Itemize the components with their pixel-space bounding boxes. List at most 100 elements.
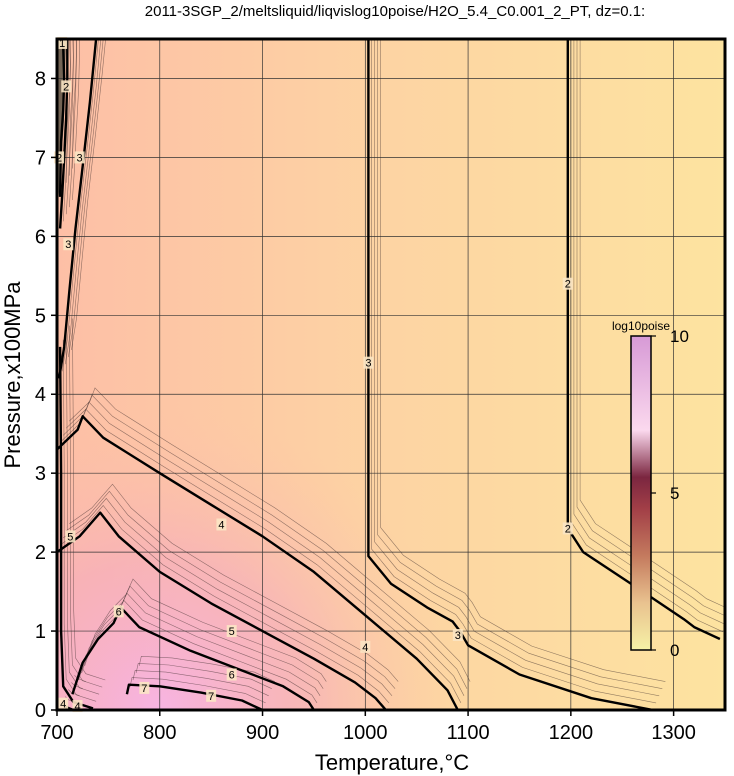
contour-label-bg xyxy=(216,518,227,531)
contour-label: 2 xyxy=(63,81,69,93)
y-tick-label: 0 xyxy=(35,700,46,722)
contour-line-2 xyxy=(566,39,721,641)
contour-label: 7 xyxy=(141,683,147,695)
x-tick-label: 700 xyxy=(40,722,73,744)
contour-label-bg xyxy=(562,522,573,535)
thin-contour-line xyxy=(579,39,725,608)
contour-label-bg xyxy=(206,689,217,702)
contour-label: 6 xyxy=(229,669,235,681)
thin-contour-line xyxy=(380,39,666,682)
thin-contour-line xyxy=(78,592,321,696)
thin-contour-line xyxy=(69,325,103,688)
thin-contour-line xyxy=(573,39,725,625)
x-tick-label: 1300 xyxy=(651,722,696,744)
contour-line-3 xyxy=(57,39,98,379)
contour-label: 3 xyxy=(365,358,371,370)
contour-label-bg xyxy=(113,605,124,618)
y-tick-label: 2 xyxy=(35,542,46,564)
contour-label: 3 xyxy=(65,239,71,251)
y-tick-label: 8 xyxy=(35,68,46,90)
colorbar-label: log10poise xyxy=(612,319,670,333)
contour-label: 1 xyxy=(59,38,65,50)
contour-line-6 xyxy=(71,606,315,710)
contour-label-bg xyxy=(65,530,76,543)
colorbar-gradient xyxy=(630,335,652,651)
contour-label-bg xyxy=(226,625,237,638)
x-tick-label: 1000 xyxy=(343,722,388,744)
colorbar-ticks: 0 5 10 xyxy=(651,327,689,660)
contour-label-bg xyxy=(72,700,83,713)
colorbar: log10poise 0 5 10 xyxy=(612,319,689,660)
thin-contour-line xyxy=(371,39,657,704)
y-tick-label: 1 xyxy=(35,621,46,643)
thin-contour-line xyxy=(65,39,74,215)
x-tick-label: 800 xyxy=(143,722,176,744)
contour-label: 4 xyxy=(60,699,66,711)
contour-label-bg xyxy=(139,681,150,694)
contour-label: 4 xyxy=(74,701,80,713)
contour-label: 3 xyxy=(77,152,83,164)
y-tick-label: 4 xyxy=(35,384,46,406)
contour-label-bg xyxy=(57,36,68,49)
thin-contour-line xyxy=(576,39,725,617)
thin-contour-line xyxy=(377,39,663,689)
contour-label: 2 xyxy=(56,152,62,164)
x-tick-label: 1100 xyxy=(447,722,490,744)
thin-contour-line xyxy=(84,578,327,682)
thin-contour-line xyxy=(68,689,80,697)
y-tick-label: 7 xyxy=(35,147,46,169)
y-tick-label: 3 xyxy=(35,463,46,485)
contour-line-3 xyxy=(367,39,654,710)
thin-contour-line xyxy=(62,39,71,222)
contour-label-bg xyxy=(58,697,69,710)
thin-contour-lines xyxy=(59,39,725,704)
chart-title: 2011-3SGP_2/meltsliquid/liqvislog10poise… xyxy=(145,3,645,20)
contour-label-bg xyxy=(562,277,573,290)
contour-label: 6 xyxy=(116,606,122,618)
contour-label: 7 xyxy=(208,691,214,703)
thin-contour-line xyxy=(69,39,74,176)
thin-contour-line xyxy=(65,39,71,183)
contour-label-bg xyxy=(363,356,374,369)
thin-contour-line xyxy=(65,332,100,695)
contour-line-4 xyxy=(57,415,459,710)
y-axis-ticks: 0 1 2 3 4 5 6 7 8 xyxy=(35,68,57,722)
thin-contour-line xyxy=(129,677,266,704)
thin-contour-line xyxy=(62,339,97,702)
x-tick-label: 1200 xyxy=(549,722,594,744)
thin-contour-line xyxy=(69,483,399,682)
contour-label-bg xyxy=(61,80,72,93)
contour-label: 4 xyxy=(362,642,368,654)
thin-contour-line xyxy=(138,655,276,682)
contour-line-7 xyxy=(125,683,264,710)
thin-contour-line xyxy=(132,670,269,697)
thin-contour-line xyxy=(72,39,80,201)
plot-frame xyxy=(55,37,727,712)
thin-contour-line xyxy=(68,39,104,358)
contour-line-2 xyxy=(58,39,69,229)
contour-label: 5 xyxy=(229,626,235,638)
thin-contour-line xyxy=(65,394,468,689)
thin-contour-line xyxy=(71,39,106,351)
x-axis-label: Temperature,°C xyxy=(315,750,469,775)
contour-label: 4 xyxy=(218,519,224,531)
contour-line-5 xyxy=(57,511,387,710)
colorbar-tick-label: 10 xyxy=(670,327,689,346)
thin-contour-line xyxy=(135,663,272,689)
contour-label-bg xyxy=(360,640,371,653)
contour-label: 5 xyxy=(67,531,73,543)
colorbar-tick-label: 5 xyxy=(670,484,679,503)
thin-contour-line xyxy=(66,490,396,689)
thin-contour-line xyxy=(61,39,99,372)
x-tick-label: 900 xyxy=(246,722,279,744)
x-axis-ticks: 700 800 900 1000 1100 1200 1300 xyxy=(40,710,696,744)
thin-contour-line xyxy=(69,387,471,682)
colorbar-tick-label: 0 xyxy=(670,641,679,660)
y-tick-label: 6 xyxy=(35,226,46,248)
contour-label: 2 xyxy=(565,279,571,291)
contour-label-bg xyxy=(74,151,85,164)
thin-contour-line xyxy=(81,585,324,689)
thin-contour-line xyxy=(72,318,106,681)
